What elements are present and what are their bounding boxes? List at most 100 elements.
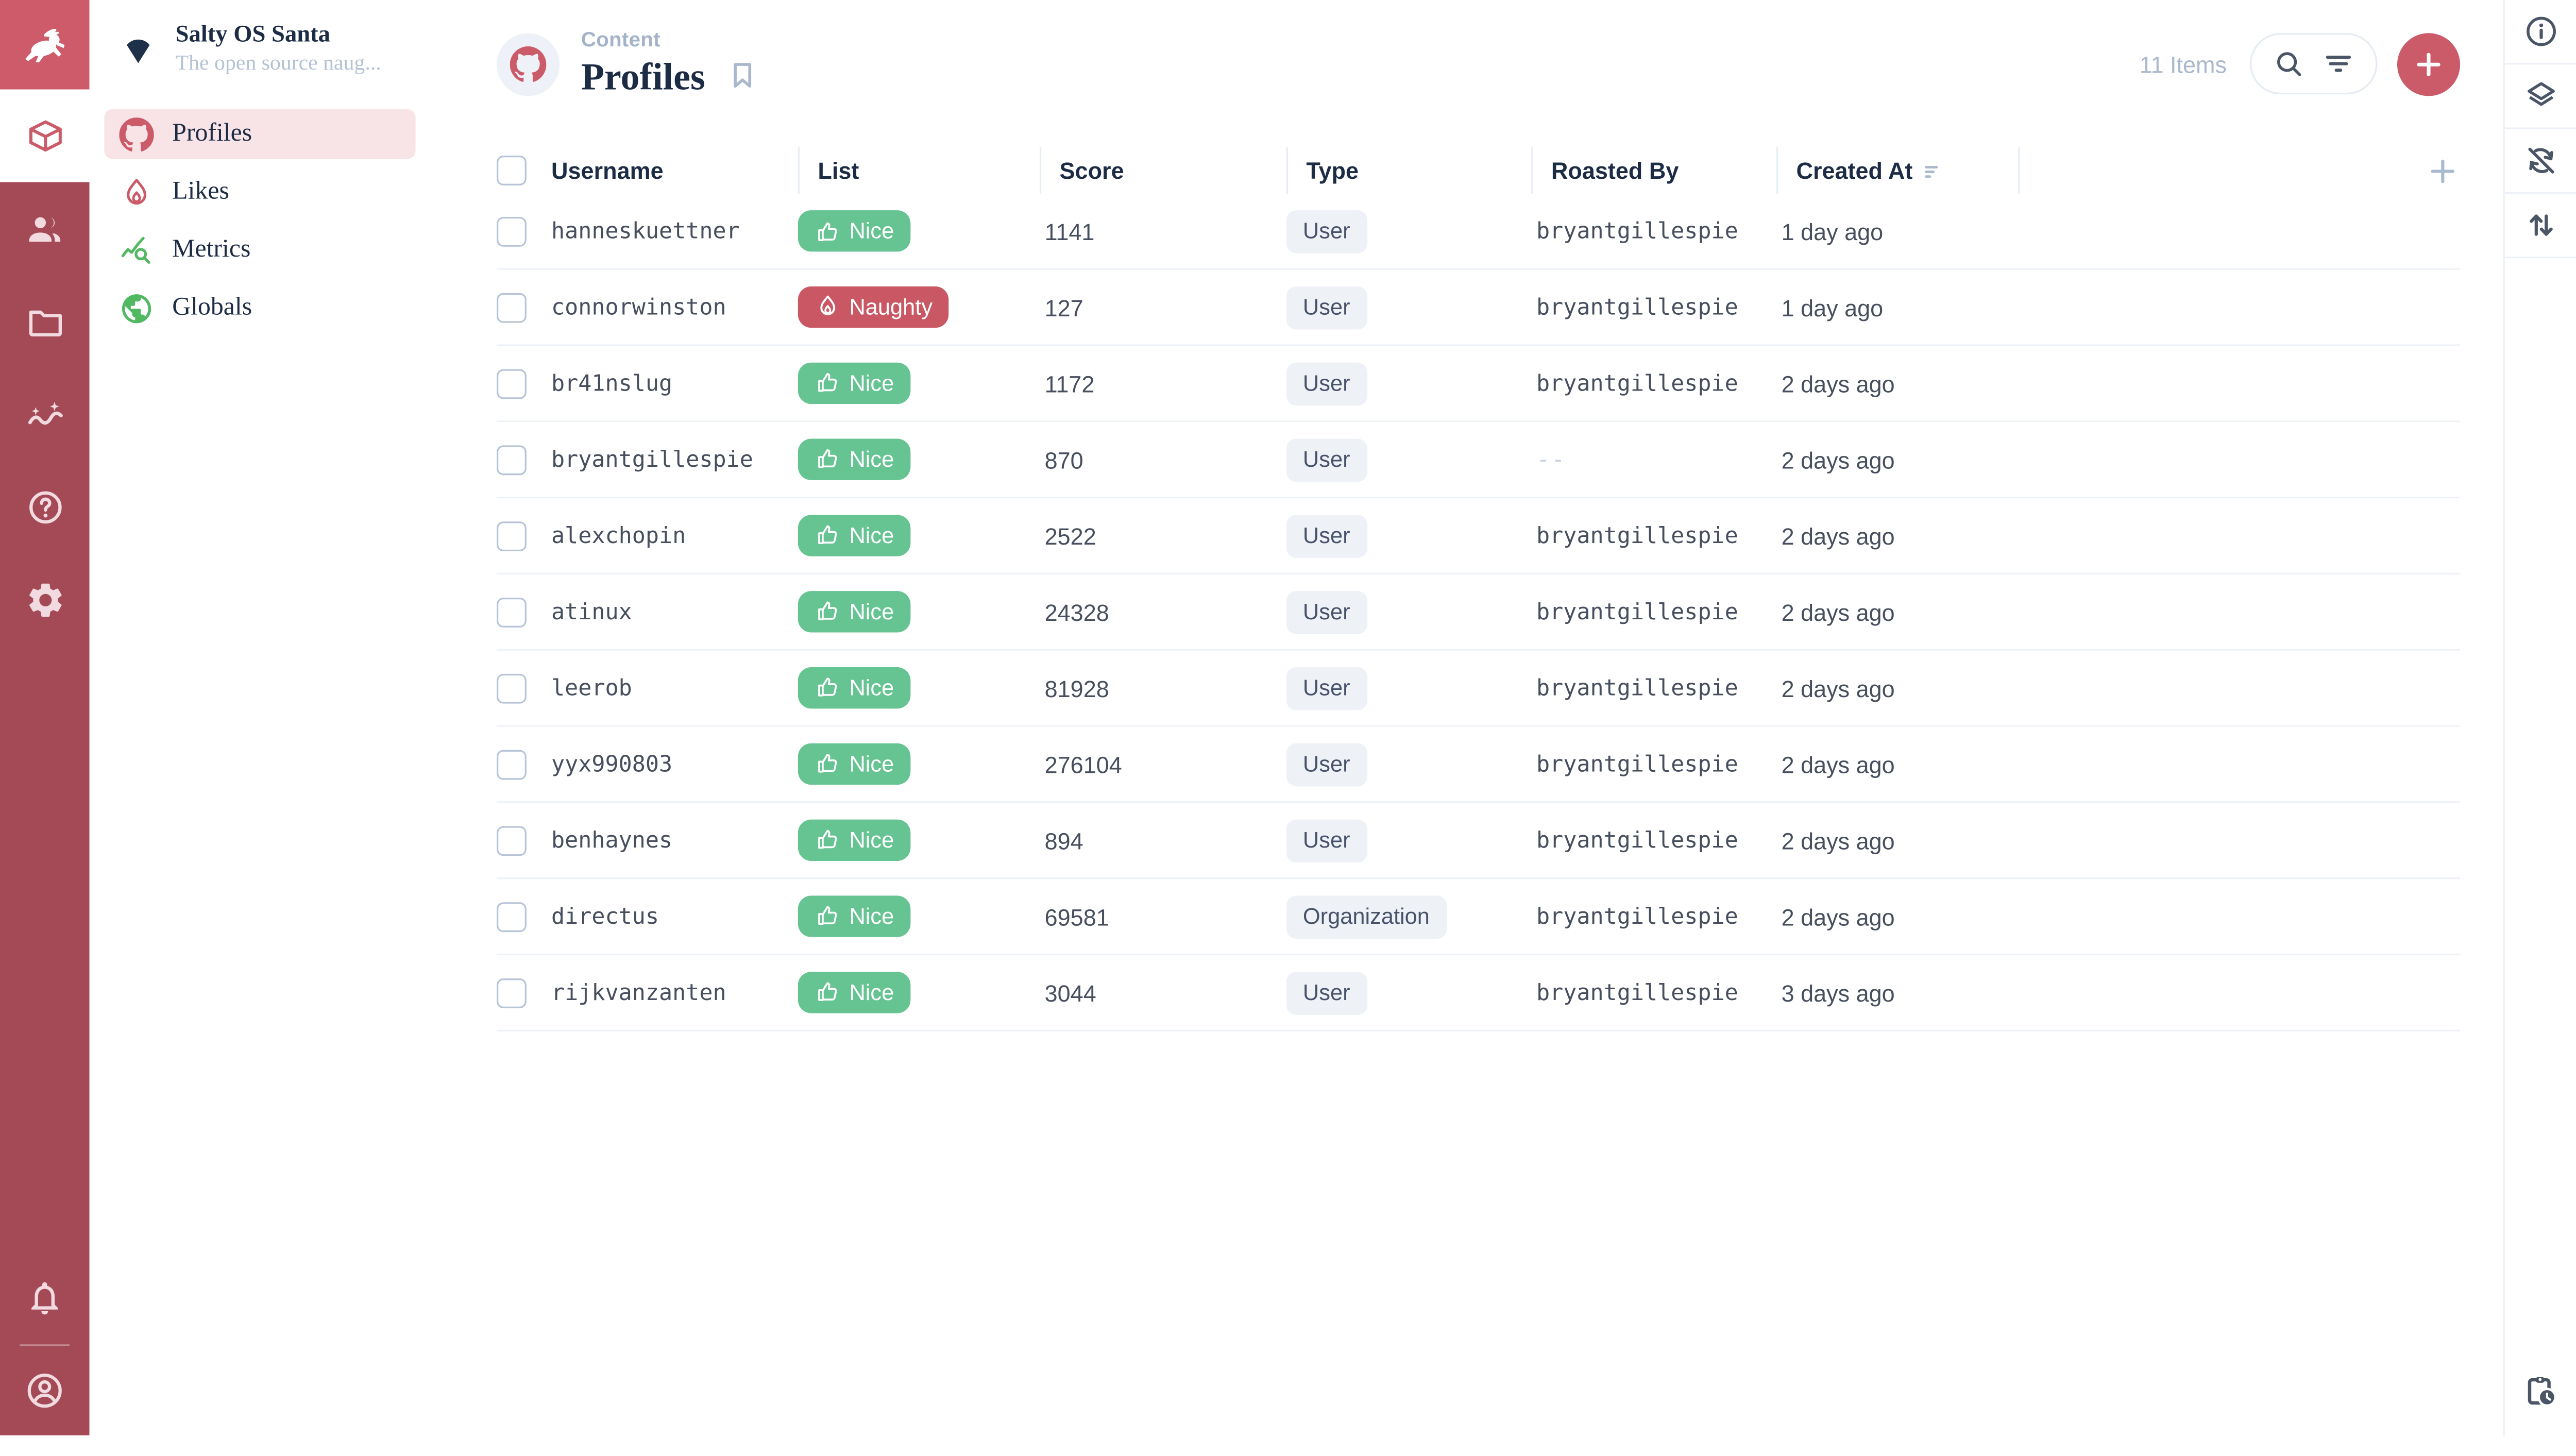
- chip-label: Nice: [849, 370, 894, 396]
- row-checkbox[interactable]: [497, 825, 527, 855]
- account-button[interactable]: [0, 1346, 90, 1435]
- table-row[interactable]: benhaynes Nice 894 User bryantgillespie …: [497, 803, 2461, 879]
- cell-list: Nice: [798, 667, 1040, 709]
- module-bar: [0, 0, 90, 1435]
- type-chip: User: [1286, 285, 1367, 329]
- cell-roasted-by: bryantgillespie: [1536, 522, 1738, 549]
- list-chip: Nice: [798, 590, 911, 632]
- import-export-button[interactable]: [2504, 194, 2576, 259]
- cell-list: Nice: [798, 438, 1040, 481]
- type-chip: User: [1286, 438, 1367, 481]
- module-settings[interactable]: [0, 553, 90, 646]
- sidebar-item-likes[interactable]: Likes: [104, 167, 415, 217]
- cell-username: leerob: [551, 674, 632, 702]
- table-row[interactable]: br41nslug Nice 1172 User bryantgillespie…: [497, 346, 2461, 422]
- table-body: hanneskuettner Nice 1141 User bryantgill…: [497, 194, 2461, 1032]
- type-chip: Organization: [1286, 894, 1447, 938]
- column-list[interactable]: List: [798, 147, 1040, 194]
- list-chip: Naughty: [798, 286, 950, 328]
- table-row[interactable]: bryantgillespie Nice 870 User -- 2 days …: [497, 422, 2461, 499]
- row-checkbox[interactable]: [497, 520, 527, 551]
- cell-created-at: 2 days ago: [1781, 751, 1895, 777]
- table-row[interactable]: atinux Nice 24328 User bryantgillespie 2…: [497, 574, 2461, 651]
- cell-username: rijkvanzanten: [551, 979, 726, 1006]
- notifications-button[interactable]: [0, 1251, 90, 1344]
- column-type[interactable]: Type: [1286, 147, 1532, 194]
- flame-icon: [815, 294, 841, 320]
- layers-button[interactable]: [2504, 64, 2576, 129]
- cell-score: 1141: [1044, 218, 1095, 245]
- select-all-checkbox[interactable]: [497, 156, 527, 186]
- sync-disabled-button[interactable]: [2504, 129, 2576, 194]
- cell-list: Nice: [798, 362, 1040, 404]
- row-select-cell: [497, 368, 546, 398]
- column-username[interactable]: Username: [551, 157, 664, 184]
- row-checkbox[interactable]: [497, 368, 527, 398]
- column-score[interactable]: Score: [1039, 147, 1286, 194]
- thumb-up-icon: [815, 979, 841, 1005]
- cell-list: Naughty: [798, 286, 1040, 328]
- cell-created-at: 2 days ago: [1781, 903, 1895, 930]
- collection-avatar-button[interactable]: [497, 32, 560, 95]
- logo-button[interactable]: [0, 0, 90, 90]
- cell-type: Organization: [1286, 894, 1532, 938]
- module-users[interactable]: [0, 182, 90, 275]
- bookmark-icon: [734, 63, 751, 88]
- thumb-up-icon: [815, 370, 841, 396]
- info-button[interactable]: [2504, 0, 2576, 65]
- type-chip: User: [1286, 819, 1367, 862]
- table-row[interactable]: rijkvanzanten Nice 3044 User bryantgille…: [497, 955, 2461, 1032]
- table-row[interactable]: connorwinston Naughty 127 User bryantgil…: [497, 270, 2461, 346]
- row-checkbox[interactable]: [497, 977, 527, 1008]
- table-row[interactable]: alexchopin Nice 2522 User bryantgillespi…: [497, 498, 2461, 575]
- thumb-up-icon: [815, 598, 841, 624]
- column-created-at[interactable]: Created At: [1776, 147, 2018, 194]
- cell-username: bryantgillespie: [551, 446, 753, 473]
- add-field-icon[interactable]: [2426, 153, 2460, 188]
- row-checkbox[interactable]: [497, 217, 527, 247]
- row-checkbox[interactable]: [497, 444, 527, 475]
- table-row[interactable]: directus Nice 69581 Organization bryantg…: [497, 879, 2461, 956]
- sidebar-item-profiles[interactable]: Profiles: [104, 109, 416, 159]
- bookmark-button[interactable]: [725, 58, 759, 93]
- module-insights[interactable]: [0, 367, 90, 460]
- sidebar-item-label: Metrics: [172, 235, 251, 263]
- cell-score: 870: [1044, 446, 1083, 473]
- sidebar-item-globals[interactable]: Globals: [104, 283, 415, 332]
- page-title: Profiles: [581, 56, 705, 97]
- cell-list: Nice: [798, 819, 1040, 861]
- module-docs[interactable]: [0, 460, 90, 553]
- search-icon[interactable]: [2272, 46, 2306, 81]
- add-item-button[interactable]: [2397, 32, 2461, 95]
- row-checkbox[interactable]: [497, 597, 527, 627]
- row-checkbox[interactable]: [497, 673, 527, 703]
- module-content[interactable]: [0, 89, 90, 182]
- right-sidebar-spacer: [2505, 258, 2576, 1346]
- filter-icon[interactable]: [2321, 46, 2355, 81]
- table-row[interactable]: hanneskuettner Nice 1141 User bryantgill…: [497, 194, 2461, 270]
- cell-score: 1172: [1044, 370, 1095, 397]
- chip-label: Nice: [849, 827, 894, 853]
- activity-button[interactable]: [2505, 1346, 2576, 1435]
- chip-label: Nice: [849, 979, 894, 1005]
- row-checkbox[interactable]: [497, 749, 527, 780]
- table-row[interactable]: leerob Nice 81928 User bryantgillespie 2…: [497, 651, 2461, 727]
- row-select-cell: [497, 444, 546, 475]
- row-checkbox[interactable]: [497, 292, 527, 323]
- project-header[interactable]: Salty OS Santa The open source naug...: [90, 0, 431, 96]
- row-select-cell: [497, 901, 546, 932]
- table-row[interactable]: yyx990803 Nice 276104 User bryantgillesp…: [497, 727, 2461, 803]
- items-table: Username List Score Type Roasted By Crea…: [497, 147, 2461, 1032]
- cell-list: Nice: [798, 590, 1040, 633]
- column-roasted-by[interactable]: Roasted By: [1531, 147, 1776, 194]
- cell-roasted-by: bryantgillespie: [1536, 294, 1738, 320]
- cell-username: yyx990803: [551, 751, 673, 777]
- module-files[interactable]: [0, 275, 90, 367]
- cell-score: 24328: [1044, 598, 1109, 625]
- module-bar-spacer: [0, 646, 90, 1251]
- row-checkbox[interactable]: [497, 901, 527, 932]
- sidebar-item-label: Likes: [172, 177, 229, 206]
- cell-created-at: 2 days ago: [1781, 522, 1895, 549]
- thumb-up-icon: [815, 674, 841, 701]
- sidebar-item-metrics[interactable]: Metrics: [104, 225, 415, 275]
